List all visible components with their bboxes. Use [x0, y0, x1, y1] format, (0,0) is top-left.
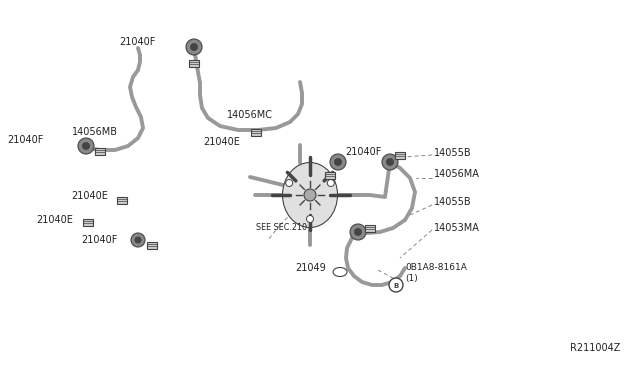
Circle shape — [131, 233, 145, 247]
Text: 0B1A8-8161A: 0B1A8-8161A — [405, 263, 467, 273]
Text: 14056MB: 14056MB — [72, 127, 118, 137]
Circle shape — [355, 228, 362, 235]
Text: 21040F: 21040F — [8, 135, 44, 145]
Circle shape — [186, 39, 202, 55]
Text: 14055B: 14055B — [434, 148, 472, 158]
Bar — [395, 151, 405, 158]
Circle shape — [285, 180, 292, 186]
Circle shape — [382, 154, 398, 170]
Text: 21040E: 21040E — [71, 191, 108, 201]
Text: 21040F: 21040F — [345, 147, 381, 157]
Bar — [365, 224, 375, 231]
Bar — [95, 148, 105, 154]
Circle shape — [387, 158, 394, 166]
Bar — [325, 171, 335, 179]
Circle shape — [135, 237, 141, 243]
Circle shape — [83, 142, 90, 150]
Text: R211004Z: R211004Z — [570, 343, 620, 353]
Circle shape — [307, 215, 314, 222]
Text: 14053MA: 14053MA — [434, 223, 480, 233]
Text: 21049: 21049 — [295, 263, 326, 273]
Circle shape — [334, 158, 342, 166]
Text: SEE SEC.210: SEE SEC.210 — [257, 224, 307, 232]
Text: 21040E: 21040E — [203, 137, 240, 147]
Text: 21040F: 21040F — [82, 235, 118, 245]
Bar — [189, 60, 199, 67]
Circle shape — [350, 224, 366, 240]
Bar — [117, 196, 127, 203]
Circle shape — [330, 154, 346, 170]
Ellipse shape — [282, 163, 337, 228]
Circle shape — [304, 189, 316, 201]
Text: 14056MC: 14056MC — [227, 110, 273, 120]
Text: B: B — [394, 282, 399, 289]
Text: 21040F: 21040F — [120, 37, 156, 47]
Text: (1): (1) — [405, 273, 418, 282]
Circle shape — [327, 180, 334, 186]
Text: 21040E: 21040E — [36, 215, 73, 225]
Bar — [83, 218, 93, 225]
Circle shape — [78, 138, 94, 154]
Ellipse shape — [333, 267, 347, 276]
Text: 14055B: 14055B — [434, 197, 472, 207]
Bar — [147, 241, 157, 248]
Circle shape — [389, 278, 403, 292]
Text: 14056MA: 14056MA — [434, 169, 480, 179]
Circle shape — [191, 44, 198, 51]
Bar — [251, 128, 261, 135]
